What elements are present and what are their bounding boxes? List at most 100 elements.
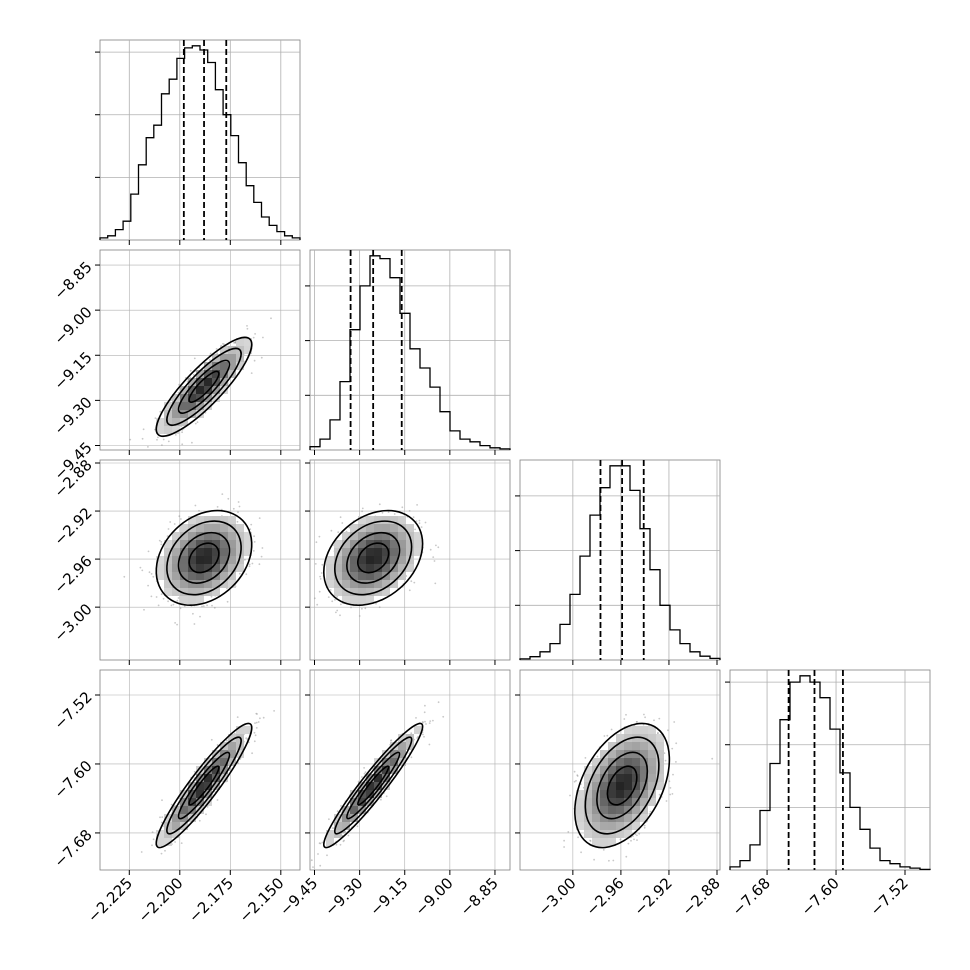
density-cell — [616, 790, 624, 798]
density-cell — [204, 524, 212, 532]
density-cell — [600, 814, 608, 822]
density-cell — [592, 798, 600, 806]
density-cell — [608, 742, 616, 750]
panel-0-3 — [95, 669, 301, 875]
density-cell — [350, 572, 358, 580]
density-cell — [342, 596, 350, 604]
sample-point — [424, 720, 426, 723]
sample-point — [340, 805, 342, 807]
sample-point — [253, 731, 256, 734]
density-cell — [204, 564, 212, 572]
density-cell — [196, 588, 204, 596]
contour-level-0 — [188, 370, 220, 403]
density-cell — [212, 564, 220, 572]
density-cell — [188, 564, 196, 572]
density-cell — [600, 750, 608, 758]
density-cell — [358, 798, 366, 806]
sample-point — [318, 535, 321, 538]
sample-point — [648, 812, 651, 815]
density-cell — [374, 532, 382, 540]
density-cell — [164, 402, 172, 410]
density-cell — [350, 532, 358, 540]
density-cell — [366, 572, 374, 580]
density-cell — [592, 838, 600, 846]
sample-point — [619, 838, 622, 841]
sample-point — [147, 584, 150, 587]
density-cell — [196, 524, 204, 532]
sample-point — [343, 830, 346, 833]
sample-point — [361, 510, 363, 513]
sample-point — [381, 511, 384, 514]
sample-point — [139, 566, 142, 569]
sample-point — [319, 578, 322, 580]
density-cell — [236, 556, 244, 564]
density-cell — [624, 814, 632, 822]
density-cell — [592, 774, 600, 782]
density-cell — [172, 402, 180, 410]
sample-point — [418, 519, 421, 522]
density-cell — [188, 378, 196, 386]
density-cell — [164, 814, 172, 822]
contour-level-2 — [584, 736, 660, 835]
density-cell — [188, 532, 196, 540]
sample-point — [143, 608, 145, 611]
density-cell — [374, 758, 382, 766]
sample-point — [653, 719, 655, 722]
contour-level-0 — [357, 542, 390, 574]
sample-point — [255, 712, 258, 715]
sample-point — [623, 718, 626, 720]
density-cell — [358, 580, 366, 588]
x-tick-label: −3.00 — [534, 874, 579, 919]
density-cell — [180, 402, 188, 410]
density-cell — [632, 750, 640, 758]
density-cell — [172, 548, 180, 556]
sample-point — [248, 565, 251, 568]
density-cell — [600, 758, 608, 766]
density-cell — [188, 394, 196, 402]
sample-point — [174, 434, 177, 436]
sample-point — [178, 515, 181, 518]
sample-point — [155, 596, 158, 598]
y-tick-label: −2.92 — [50, 504, 95, 549]
sample-point — [331, 827, 334, 829]
sample-point — [424, 521, 427, 524]
sample-point — [361, 776, 363, 778]
sample-point — [635, 721, 638, 723]
density-cell — [632, 742, 640, 750]
density-cell — [600, 790, 608, 798]
density-cell — [228, 516, 236, 524]
sample-point — [671, 793, 674, 795]
sample-point — [339, 843, 342, 846]
sample-point — [189, 369, 192, 372]
density-cell — [656, 742, 664, 750]
density-cell — [326, 556, 334, 564]
density-cell — [382, 524, 390, 532]
density-cell — [196, 370, 204, 378]
density-cell — [220, 774, 228, 782]
sample-point — [434, 582, 437, 585]
sample-point — [326, 854, 328, 857]
density-cell — [236, 362, 244, 370]
sample-point — [254, 333, 256, 335]
density-cell — [172, 418, 180, 426]
density-cell — [342, 564, 350, 572]
density-cell — [382, 540, 390, 548]
sample-point — [237, 511, 239, 514]
sample-point — [644, 716, 646, 719]
density-cell — [656, 734, 664, 742]
contour-level-0 — [606, 765, 638, 806]
sample-point — [147, 446, 149, 448]
density-cell — [414, 726, 422, 734]
density-cell — [172, 588, 180, 596]
density-cell — [164, 588, 172, 596]
density-cell — [374, 540, 382, 548]
sample-point — [156, 438, 158, 441]
density-cell — [390, 758, 398, 766]
density-cell — [228, 532, 236, 540]
density-cell — [212, 370, 220, 378]
density-cell — [164, 838, 172, 846]
density-cell — [648, 742, 656, 750]
sample-point — [189, 376, 192, 379]
histogram-1 — [309, 255, 511, 450]
sample-point — [258, 517, 261, 519]
